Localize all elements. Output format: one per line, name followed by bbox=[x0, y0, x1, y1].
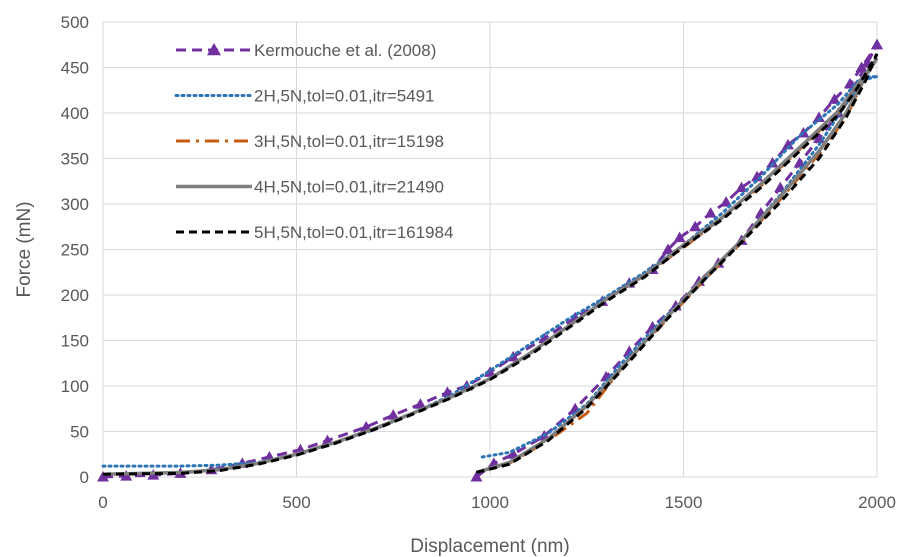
series-line-unloading bbox=[476, 53, 879, 474]
legend-label: Kermouche et al. (2008) bbox=[254, 41, 436, 60]
y-tick-label: 350 bbox=[61, 150, 89, 169]
legend-label: 2H,5N,tol=0.01,itr=5491 bbox=[254, 87, 435, 106]
data-point-marker bbox=[720, 196, 733, 207]
legend-marker bbox=[207, 43, 221, 56]
legend-item: Kermouche et al. (2008) bbox=[176, 41, 436, 60]
grid-lines bbox=[102, 21, 878, 478]
series-line-loading bbox=[102, 43, 879, 479]
data-point-marker bbox=[662, 243, 675, 254]
y-tick-label: 100 bbox=[61, 377, 89, 396]
x-tick-label: 0 bbox=[98, 493, 107, 512]
legend-label: 3H,5N,tol=0.01,itr=15198 bbox=[254, 132, 444, 151]
y-tick-label: 150 bbox=[61, 332, 89, 351]
data-point-marker bbox=[470, 471, 483, 482]
data-point-marker bbox=[414, 398, 427, 409]
legend-label: 4H,5N,tol=0.01,itr=21490 bbox=[254, 178, 444, 197]
y-tick-label: 200 bbox=[61, 286, 89, 305]
y-tick-label: 0 bbox=[80, 468, 89, 487]
y-tick-label: 500 bbox=[61, 13, 89, 32]
x-tick-label: 2000 bbox=[858, 493, 896, 512]
y-axis-label: Force (mN) bbox=[14, 201, 35, 297]
y-tick-label: 450 bbox=[61, 59, 89, 78]
x-tick-label: 500 bbox=[282, 493, 310, 512]
legend-item: 2H,5N,tol=0.01,itr=5491 bbox=[174, 87, 435, 106]
legend-label: 5H,5N,tol=0.01,itr=161984 bbox=[254, 223, 453, 242]
y-tick-label: 250 bbox=[61, 241, 89, 260]
data-point-marker bbox=[766, 157, 779, 168]
series-5 bbox=[102, 53, 879, 476]
data-point-marker bbox=[871, 38, 883, 50]
y-tick-label: 300 bbox=[61, 195, 89, 214]
data-point-marker bbox=[704, 207, 717, 218]
data-point-marker bbox=[484, 366, 496, 377]
x-tick-label: 1500 bbox=[665, 493, 703, 512]
y-tick-label: 400 bbox=[61, 104, 89, 123]
data-point-marker bbox=[812, 111, 825, 123]
series-line-unloading bbox=[475, 44, 879, 479]
data-point-marker bbox=[793, 157, 806, 168]
data-point-marker bbox=[689, 220, 702, 232]
data-point-marker bbox=[828, 93, 841, 104]
data-point-marker bbox=[387, 409, 400, 420]
legend: Kermouche et al. (2008) 2H,5N,tol=0.01,it… bbox=[174, 41, 453, 242]
x-axis-label: Displacement (nm) bbox=[410, 536, 569, 557]
series-line-loading bbox=[102, 53, 879, 476]
series-layer bbox=[97, 38, 883, 482]
legend-item: 5H,5N,tol=0.01,itr=161984 bbox=[176, 223, 453, 242]
data-point-marker bbox=[673, 231, 686, 243]
tick-labels: 0 50 100 150 200 250 300 350 400 450 500 0 500 1000 15… bbox=[61, 13, 896, 512]
x-tick-label: 1000 bbox=[471, 493, 509, 512]
legend-item: 4H,5N,tol=0.01,itr=21490 bbox=[176, 178, 444, 197]
data-point-marker bbox=[735, 181, 748, 193]
data-point-marker bbox=[507, 448, 520, 459]
legend-item: 3H,5N,tol=0.01,itr=15198 bbox=[176, 132, 444, 151]
data-point-marker bbox=[97, 471, 109, 482]
y-tick-label: 50 bbox=[70, 423, 89, 442]
